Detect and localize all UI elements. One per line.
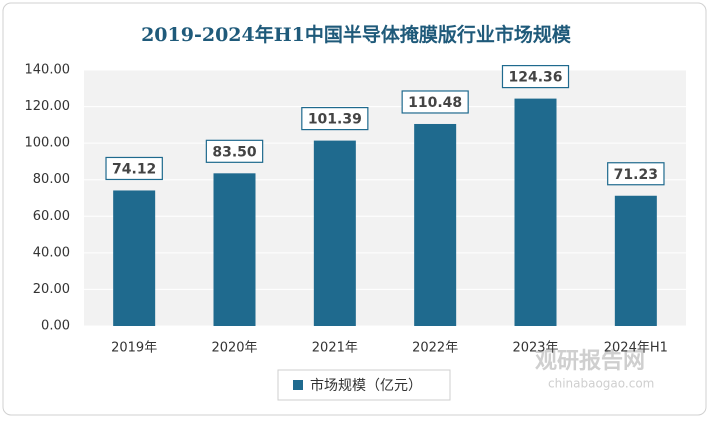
y-tick-label: 60.00 (33, 209, 70, 224)
value-label-box (401, 90, 469, 114)
value-label: 74.12 (112, 161, 156, 177)
value-label-box (205, 139, 264, 163)
y-tick-label: 100.00 (25, 136, 71, 151)
chart-title: 2019-2024年H1中国半导体掩膜版行业市场规模 (141, 23, 572, 46)
plot-area (84, 70, 686, 326)
value-label: 71.23 (614, 167, 658, 183)
bar (614, 195, 657, 326)
y-tick-label: 80.00 (33, 172, 70, 187)
value-label: 124.36 (508, 70, 562, 86)
value-label-box (501, 64, 570, 89)
y-tick-label: 0.00 (41, 319, 70, 334)
legend-label: 市场规模（亿元） (310, 377, 422, 394)
bar (113, 190, 156, 326)
x-tick-label: 2022年 (412, 341, 458, 356)
y-tick-label: 40.00 (33, 245, 70, 260)
value-label: 110.48 (408, 95, 462, 111)
y-tick-label: 120.00 (25, 99, 71, 114)
value-label-box (105, 156, 163, 181)
bar (313, 140, 356, 326)
watermark-name: 观研报告网 (535, 349, 645, 374)
value-label-box (607, 162, 665, 186)
y-tick-label: 140.00 (25, 63, 71, 78)
x-tick-label: 2019年 (111, 341, 157, 356)
legend (277, 369, 451, 401)
x-tick-label: 2024年H1 (604, 341, 668, 356)
x-tick-label: 2021年 (312, 341, 358, 356)
watermark-url: chinabaogao.com (548, 377, 654, 391)
y-tick-label: 20.00 (33, 282, 70, 297)
x-tick-label: 2023年 (512, 341, 558, 356)
value-label: 83.50 (212, 144, 257, 160)
value-label-box (301, 107, 369, 131)
bar (213, 173, 256, 326)
x-tick-label: 2020年 (211, 341, 257, 356)
legend-swatch (293, 380, 303, 390)
value-label: 101.39 (308, 112, 362, 128)
bar (414, 123, 457, 326)
bar (514, 98, 557, 327)
